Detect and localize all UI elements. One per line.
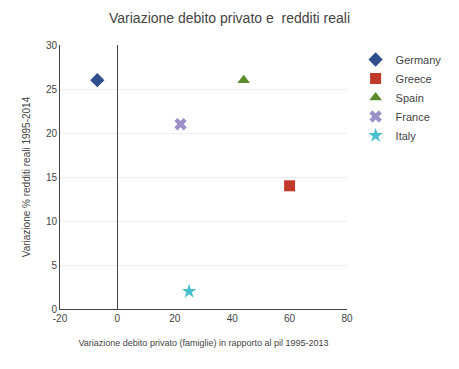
svg-text:80: 80 — [341, 313, 353, 324]
svg-text:Variazione debito privato (fam: Variazione debito privato (famiglie) in … — [79, 338, 329, 348]
svg-text:Variazione debito privato e r: Variazione debito privato e redditi real… — [109, 10, 350, 26]
svg-text:5: 5 — [51, 260, 57, 271]
svg-text:-20: -20 — [53, 313, 68, 324]
svg-text:60: 60 — [284, 313, 296, 324]
svg-text:20: 20 — [169, 313, 181, 324]
svg-text:25: 25 — [46, 84, 58, 95]
svg-text:Variazione % redditi reali 199: Variazione % redditi reali 1995-2014 — [21, 96, 32, 257]
svg-text:France: France — [396, 111, 430, 123]
svg-text:30: 30 — [46, 40, 58, 51]
svg-text:Germany: Germany — [396, 54, 442, 66]
svg-text:15: 15 — [46, 172, 58, 183]
svg-text:Greece: Greece — [396, 73, 432, 85]
svg-text:0: 0 — [115, 313, 121, 324]
svg-text:20: 20 — [46, 128, 58, 139]
svg-text:Spain: Spain — [396, 92, 424, 104]
svg-text:40: 40 — [227, 313, 239, 324]
svg-text:10: 10 — [46, 216, 58, 227]
svg-text:0: 0 — [51, 304, 57, 315]
svg-text:Italy: Italy — [396, 130, 417, 142]
